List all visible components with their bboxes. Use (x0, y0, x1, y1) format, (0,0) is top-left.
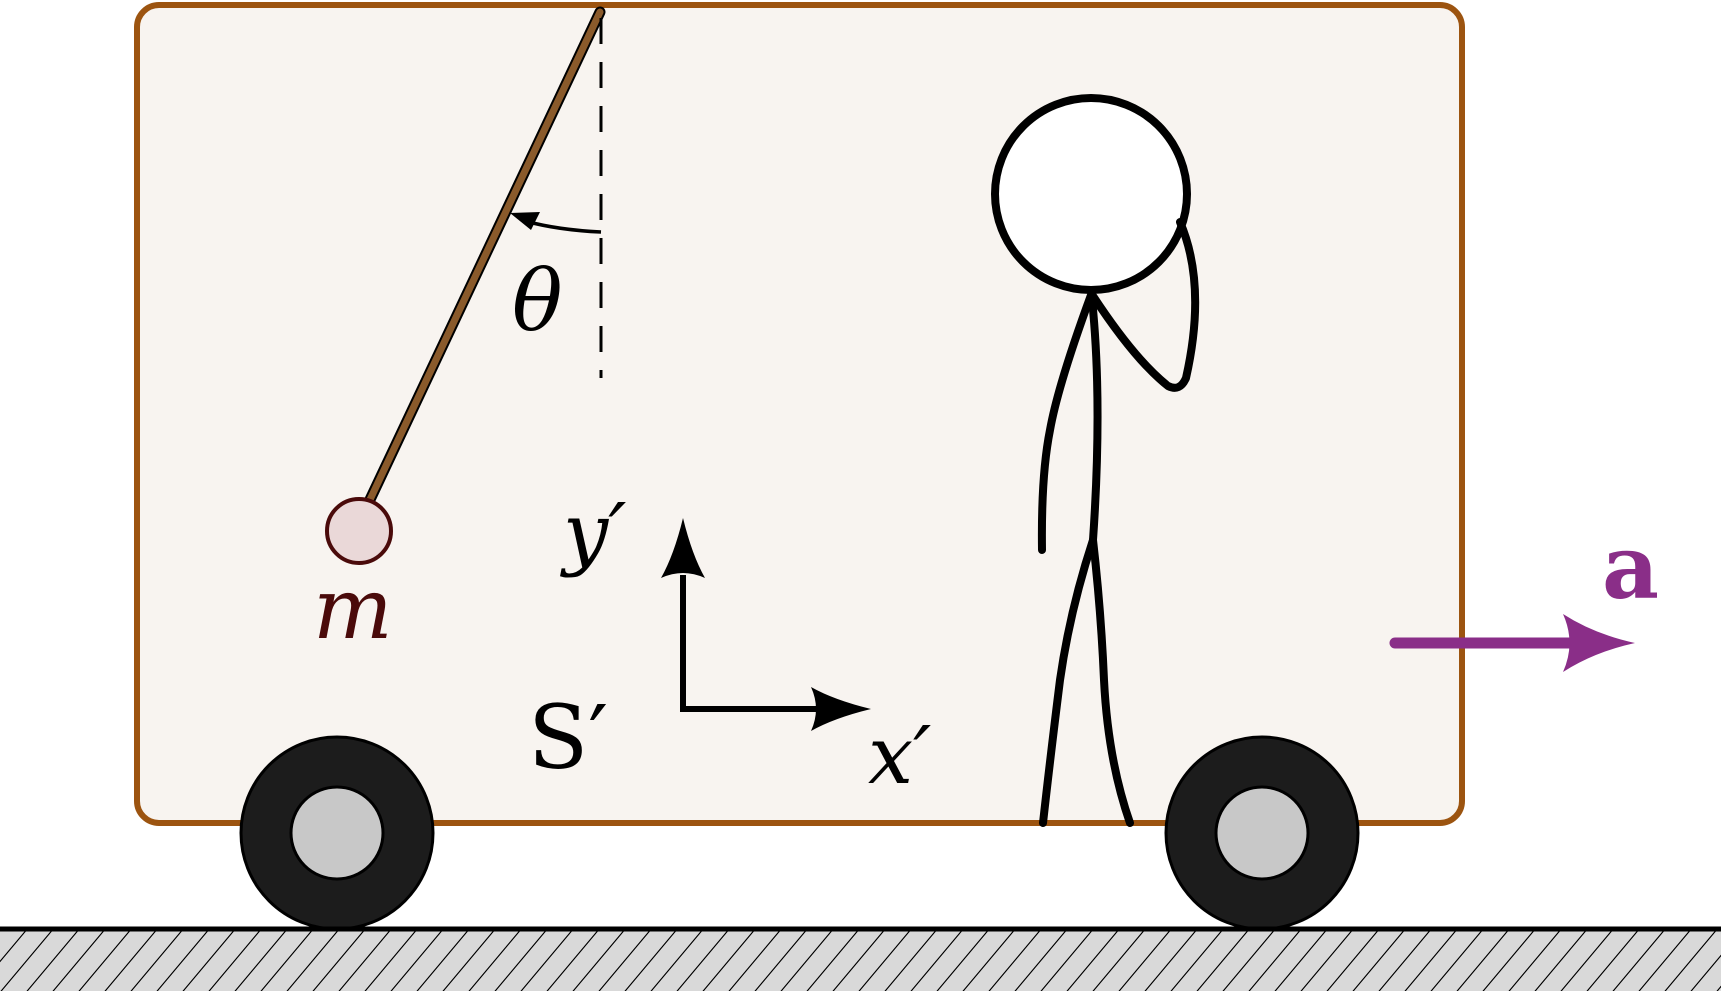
observer-left-leg (1039, 536, 1097, 827)
ground-hatch (0, 929, 1721, 991)
x-axis-arrowhead (811, 687, 871, 731)
observer-right-leg (1089, 536, 1134, 827)
observer-body (1087, 286, 1102, 544)
frame-label: S′ (528, 686, 608, 789)
pendulum-bob (325, 497, 393, 565)
observer-figure (991, 94, 1200, 827)
wheel-right-hub (1214, 785, 1310, 881)
wheel-left (239, 735, 435, 931)
y-axis-arrowhead (661, 518, 705, 578)
x-axis-label: x′ (868, 709, 931, 802)
observer-right-arm (1089, 218, 1200, 392)
acceleration-label: a (1602, 515, 1659, 619)
angle-arrowhead (510, 212, 540, 230)
axes-lines (680, 575, 818, 712)
y-axis-label: y′ (560, 486, 626, 579)
mass-label: m (313, 560, 393, 658)
wheel-right (1164, 735, 1360, 931)
observer-left-arm (1037, 291, 1095, 554)
acceleration-arrowhead (1563, 614, 1635, 672)
cart-body (134, 2, 1465, 826)
pendulum-rod-fill (363, 8, 604, 510)
theta-label: θ (512, 252, 563, 350)
frame-axes (661, 518, 871, 731)
wheel-left-hub (289, 785, 385, 881)
observer-head (991, 94, 1191, 294)
